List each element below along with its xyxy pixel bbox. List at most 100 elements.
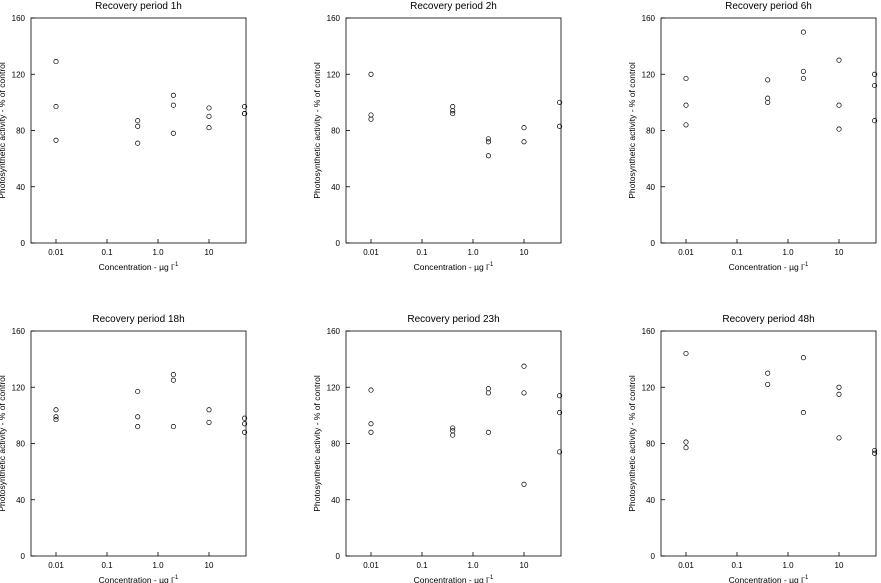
y-axis-label: Photosynthetic activity - % of control <box>312 375 322 512</box>
data-point <box>450 428 456 434</box>
y-tick-label: 40 <box>16 183 25 192</box>
data-point <box>836 126 842 132</box>
x-tick-label: 1.0 <box>782 561 794 570</box>
data-point <box>765 381 771 387</box>
data-point <box>135 424 141 430</box>
data-point <box>206 125 212 131</box>
x-tick-label: 0.1 <box>731 248 743 257</box>
data-point <box>800 75 806 82</box>
x-tick-label: 0.01 <box>678 561 694 570</box>
y-tick-label: 120 <box>642 383 656 392</box>
plot-frame <box>660 330 877 557</box>
data-point <box>242 421 248 427</box>
y-tick-label: 120 <box>12 70 26 79</box>
data-point <box>485 386 491 392</box>
data-point <box>368 387 374 393</box>
y-tick-label: 0 <box>651 552 656 561</box>
x-axis-label-main: Concentration - µg l <box>414 575 488 583</box>
x-tick-label: 0.1 <box>101 561 113 570</box>
x-axis-label-main: Concentration - µg l <box>729 262 803 272</box>
data-point <box>135 123 141 129</box>
data-point <box>368 421 374 427</box>
chart-title: Recovery period 6h <box>725 1 812 12</box>
x-tick-label: 0.1 <box>416 248 428 257</box>
y-tick-label: 40 <box>646 496 655 505</box>
chart-title: Recovery period 18h <box>92 314 184 325</box>
chart-title: Recovery period 48h <box>722 314 814 325</box>
data-point <box>872 118 878 124</box>
data-point <box>872 450 878 456</box>
y-tick-label: 40 <box>331 183 340 192</box>
data-point <box>836 391 842 397</box>
x-axis-label-main: Concentration - µg l <box>99 575 173 583</box>
y-axis-label: Photosynthetic activity - % of control <box>312 62 322 199</box>
x-axis-label: Concentration - µg l-1 <box>729 575 809 583</box>
x-axis-label: Concentration - µg l-1 <box>414 575 494 583</box>
x-axis-label: Concentration - µg l-1 <box>99 262 179 272</box>
y-tick-label: 0 <box>336 552 341 561</box>
y-tick-label: 80 <box>331 440 340 449</box>
chart-panel: Recovery period 48h 0 40 80 120 160 0.01 0.1 1.0… <box>627 314 878 583</box>
data-point <box>368 71 374 77</box>
x-tick-label: 10 <box>205 248 214 257</box>
x-tick-label: 10 <box>520 248 529 257</box>
data-point <box>800 68 806 74</box>
y-tick-label: 40 <box>646 183 655 192</box>
x-tick-label: 0.01 <box>363 248 379 257</box>
plot-frame <box>345 17 562 244</box>
data-point <box>836 102 842 108</box>
data-point <box>683 350 689 357</box>
data-point <box>485 153 491 159</box>
x-tick-label: 10 <box>205 561 214 570</box>
x-tick-label: 0.01 <box>678 248 694 257</box>
y-tick-label: 120 <box>327 383 341 392</box>
x-tick-label: 1.0 <box>467 248 479 257</box>
chart-panel: Recovery period 6h 0 40 80 120 160 0.01 0.1 1.0 1… <box>627 1 878 272</box>
y-tick-label: 80 <box>646 127 655 136</box>
data-point <box>765 370 771 376</box>
data-point <box>450 432 456 438</box>
data-point <box>485 136 491 142</box>
data-point <box>521 390 527 396</box>
data-point <box>521 481 527 487</box>
y-axis-label: Photosynthetic activity - % of control <box>0 62 7 199</box>
data-point <box>170 377 176 383</box>
x-tick-label: 10 <box>520 561 529 570</box>
plot-frame <box>30 17 247 244</box>
x-tick-label: 10 <box>835 248 844 257</box>
data-point <box>557 393 563 399</box>
data-point <box>872 82 878 89</box>
data-point <box>170 92 176 98</box>
data-point <box>557 123 563 129</box>
plot-frame <box>345 330 562 557</box>
y-tick-label: 40 <box>331 496 340 505</box>
data-point <box>557 99 563 105</box>
data-point <box>135 118 141 124</box>
y-tick-label: 80 <box>16 127 25 136</box>
y-tick-label: 160 <box>642 327 656 336</box>
data-point <box>683 102 689 108</box>
data-point <box>800 410 806 416</box>
x-axis-label-sup: -1 <box>173 262 179 268</box>
x-axis-label-sup: -1 <box>488 575 494 581</box>
data-point <box>368 116 374 122</box>
y-tick-label: 0 <box>21 239 26 248</box>
data-point <box>450 425 456 431</box>
data-point <box>206 407 212 413</box>
data-point <box>450 111 456 117</box>
data-point <box>521 139 527 145</box>
data-point <box>242 111 248 117</box>
data-point <box>800 29 806 35</box>
data-point <box>242 415 248 421</box>
data-point <box>206 419 212 425</box>
data-point <box>368 112 374 118</box>
data-point <box>800 355 806 361</box>
y-axis-label: Photosynthetic activity - % of control <box>627 375 637 512</box>
data-point <box>53 137 59 143</box>
y-tick-label: 80 <box>331 127 340 136</box>
data-point <box>53 407 59 413</box>
data-point <box>53 59 59 65</box>
x-axis-label: Concentration - µg l-1 <box>729 262 809 272</box>
x-tick-label: 0.1 <box>101 248 113 257</box>
